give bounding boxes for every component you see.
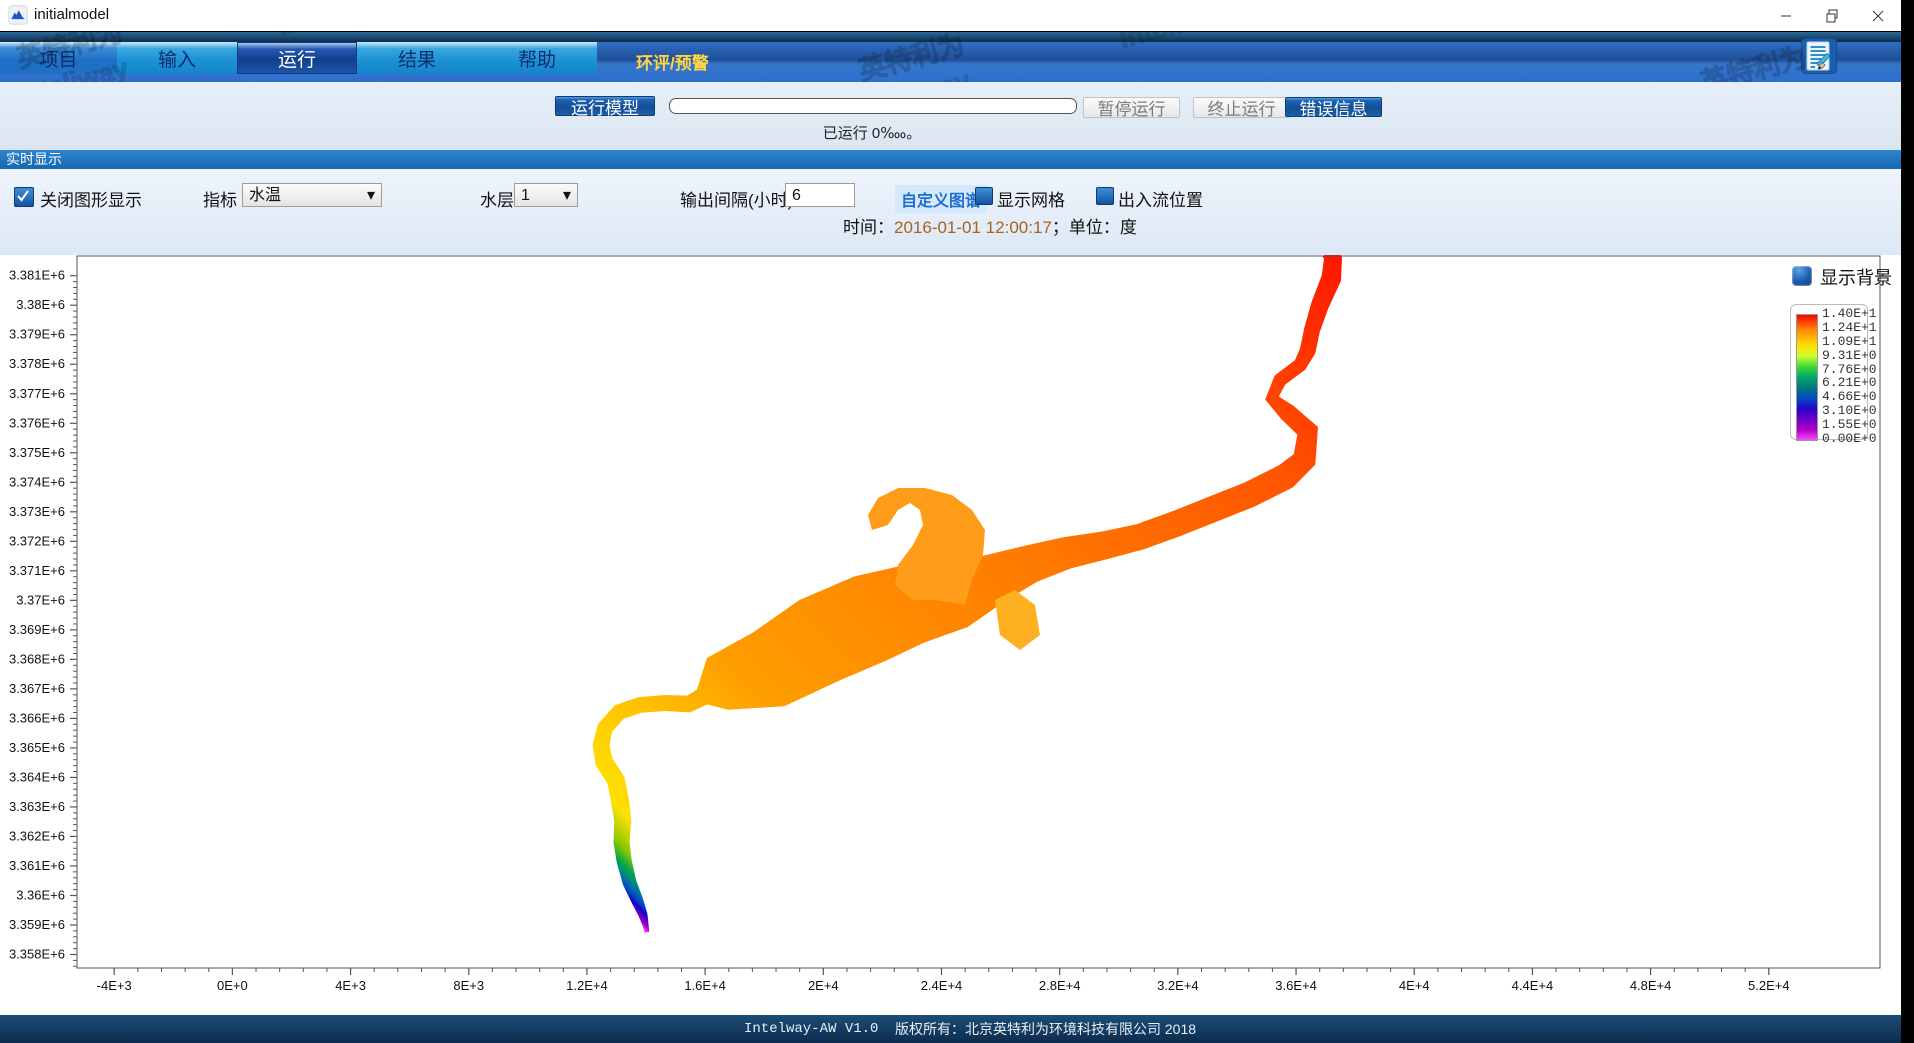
- svg-text:4.4E+4: 4.4E+4: [1512, 978, 1554, 993]
- svg-text:1.6E+4: 1.6E+4: [684, 978, 726, 993]
- svg-text:-4E+3: -4E+3: [97, 978, 132, 993]
- svg-text:3.377E+6: 3.377E+6: [9, 386, 65, 401]
- svg-text:3.358E+6: 3.358E+6: [9, 947, 65, 962]
- svg-text:3.38E+6: 3.38E+6: [16, 297, 65, 312]
- svg-text:4E+3: 4E+3: [335, 978, 366, 993]
- svg-text:2.8E+4: 2.8E+4: [1039, 978, 1081, 993]
- svg-text:3.365E+6: 3.365E+6: [9, 740, 65, 755]
- svg-text:3.363E+6: 3.363E+6: [9, 799, 65, 814]
- svg-text:3.6E+4: 3.6E+4: [1275, 978, 1317, 993]
- svg-text:3.378E+6: 3.378E+6: [9, 356, 65, 371]
- svg-text:3.36E+6: 3.36E+6: [16, 887, 65, 902]
- svg-text:1.2E+4: 1.2E+4: [566, 978, 608, 993]
- svg-text:5.2E+4: 5.2E+4: [1748, 978, 1790, 993]
- svg-text:3.367E+6: 3.367E+6: [9, 681, 65, 696]
- svg-text:3.368E+6: 3.368E+6: [9, 651, 65, 666]
- svg-text:3.372E+6: 3.372E+6: [9, 533, 65, 548]
- svg-text:3.37E+6: 3.37E+6: [16, 592, 65, 607]
- svg-text:3.381E+6: 3.381E+6: [9, 268, 65, 283]
- svg-text:3.366E+6: 3.366E+6: [9, 710, 65, 725]
- svg-text:3.364E+6: 3.364E+6: [9, 769, 65, 784]
- svg-text:4.8E+4: 4.8E+4: [1630, 978, 1672, 993]
- svg-text:3.362E+6: 3.362E+6: [9, 828, 65, 843]
- svg-text:8E+3: 8E+3: [453, 978, 484, 993]
- svg-text:3.361E+6: 3.361E+6: [9, 858, 65, 873]
- svg-text:3.376E+6: 3.376E+6: [9, 415, 65, 430]
- svg-text:3.375E+6: 3.375E+6: [9, 445, 65, 460]
- svg-text:3.379E+6: 3.379E+6: [9, 327, 65, 342]
- svg-text:0E+0: 0E+0: [217, 978, 248, 993]
- svg-text:3.373E+6: 3.373E+6: [9, 504, 65, 519]
- svg-text:2E+4: 2E+4: [808, 978, 839, 993]
- svg-text:2.4E+4: 2.4E+4: [921, 978, 963, 993]
- svg-text:4E+4: 4E+4: [1399, 978, 1430, 993]
- svg-text:3.371E+6: 3.371E+6: [9, 563, 65, 578]
- svg-text:3.369E+6: 3.369E+6: [9, 622, 65, 637]
- svg-text:3.374E+6: 3.374E+6: [9, 474, 65, 489]
- svg-text:3.359E+6: 3.359E+6: [9, 917, 65, 932]
- svg-text:3.2E+4: 3.2E+4: [1157, 978, 1199, 993]
